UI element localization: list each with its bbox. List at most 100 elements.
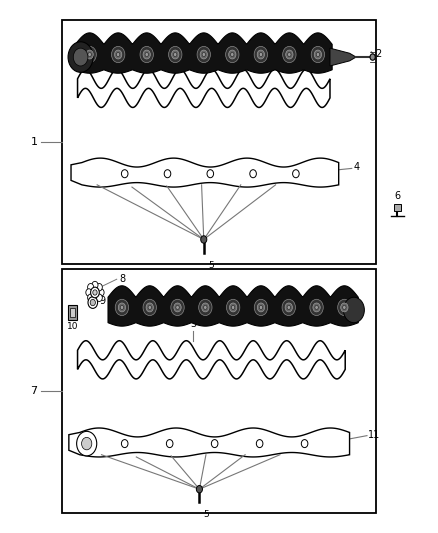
Circle shape bbox=[257, 50, 265, 59]
Text: 3: 3 bbox=[190, 319, 196, 329]
Polygon shape bbox=[78, 341, 345, 379]
Circle shape bbox=[196, 486, 202, 493]
Circle shape bbox=[311, 46, 325, 63]
Text: 11: 11 bbox=[368, 430, 381, 440]
Circle shape bbox=[81, 438, 92, 450]
Circle shape bbox=[370, 54, 375, 60]
Circle shape bbox=[88, 284, 94, 291]
Bar bbox=[393, 204, 401, 212]
Circle shape bbox=[231, 305, 235, 310]
Circle shape bbox=[121, 169, 128, 177]
Circle shape bbox=[90, 300, 95, 306]
Circle shape bbox=[338, 300, 351, 316]
Polygon shape bbox=[78, 69, 330, 108]
Circle shape bbox=[114, 50, 122, 59]
Circle shape bbox=[120, 305, 124, 310]
Circle shape bbox=[96, 294, 102, 302]
Circle shape bbox=[143, 50, 150, 59]
Circle shape bbox=[315, 305, 318, 310]
Polygon shape bbox=[108, 286, 358, 326]
Circle shape bbox=[146, 303, 153, 312]
Circle shape bbox=[92, 281, 98, 289]
Circle shape bbox=[343, 297, 364, 322]
Circle shape bbox=[231, 52, 234, 56]
Text: 5: 5 bbox=[204, 511, 209, 519]
Circle shape bbox=[148, 305, 152, 310]
Circle shape bbox=[118, 303, 126, 312]
Text: 6: 6 bbox=[394, 191, 400, 201]
Circle shape bbox=[254, 300, 268, 316]
Circle shape bbox=[77, 431, 97, 456]
Circle shape bbox=[93, 290, 97, 295]
Circle shape bbox=[200, 50, 208, 59]
Polygon shape bbox=[71, 158, 339, 187]
Circle shape bbox=[172, 50, 179, 59]
Circle shape bbox=[199, 300, 212, 316]
Circle shape bbox=[259, 305, 263, 310]
Circle shape bbox=[250, 169, 256, 177]
Text: 9: 9 bbox=[100, 296, 106, 306]
Circle shape bbox=[88, 297, 98, 309]
Circle shape bbox=[202, 52, 205, 56]
Circle shape bbox=[174, 303, 181, 312]
Text: 1: 1 bbox=[31, 137, 38, 147]
Circle shape bbox=[259, 52, 262, 56]
Circle shape bbox=[68, 42, 93, 72]
Circle shape bbox=[286, 50, 293, 59]
Circle shape bbox=[341, 303, 348, 312]
Circle shape bbox=[92, 296, 98, 304]
Circle shape bbox=[197, 46, 210, 63]
Circle shape bbox=[204, 305, 207, 310]
Circle shape bbox=[176, 305, 179, 310]
Circle shape bbox=[164, 169, 171, 177]
Text: 5: 5 bbox=[208, 261, 214, 270]
Circle shape bbox=[343, 305, 346, 310]
Circle shape bbox=[201, 236, 207, 243]
Bar bbox=[70, 309, 75, 317]
Circle shape bbox=[96, 284, 102, 291]
Circle shape bbox=[86, 289, 92, 296]
Circle shape bbox=[288, 52, 291, 56]
Circle shape bbox=[314, 50, 321, 59]
Bar bbox=[62, 269, 376, 513]
Bar bbox=[68, 305, 77, 319]
Circle shape bbox=[230, 303, 237, 312]
Circle shape bbox=[285, 303, 293, 312]
Circle shape bbox=[313, 303, 320, 312]
Circle shape bbox=[283, 46, 296, 63]
Circle shape bbox=[121, 440, 128, 448]
Circle shape bbox=[301, 440, 308, 448]
Circle shape bbox=[91, 287, 99, 298]
Polygon shape bbox=[75, 33, 332, 73]
Text: 3: 3 bbox=[173, 48, 179, 58]
Text: 10: 10 bbox=[67, 322, 78, 331]
Circle shape bbox=[287, 305, 290, 310]
Circle shape bbox=[173, 52, 177, 56]
Circle shape bbox=[115, 300, 129, 316]
Circle shape bbox=[226, 46, 239, 63]
Circle shape bbox=[98, 289, 104, 296]
Text: 4: 4 bbox=[354, 163, 360, 172]
Circle shape bbox=[143, 300, 156, 316]
Text: 2: 2 bbox=[376, 50, 382, 59]
Circle shape bbox=[201, 303, 209, 312]
Circle shape bbox=[316, 52, 320, 56]
Circle shape bbox=[145, 52, 148, 56]
Circle shape bbox=[169, 46, 182, 63]
Circle shape bbox=[207, 169, 214, 177]
Circle shape bbox=[83, 46, 96, 63]
Circle shape bbox=[254, 46, 268, 63]
Circle shape bbox=[256, 440, 263, 448]
Circle shape bbox=[310, 300, 323, 316]
Circle shape bbox=[117, 52, 120, 56]
Circle shape bbox=[293, 169, 299, 177]
Circle shape bbox=[73, 48, 88, 66]
Circle shape bbox=[88, 52, 91, 56]
Circle shape bbox=[171, 300, 184, 316]
Circle shape bbox=[88, 294, 94, 302]
Circle shape bbox=[212, 440, 218, 448]
Circle shape bbox=[226, 300, 240, 316]
Text: 7: 7 bbox=[31, 386, 38, 396]
Circle shape bbox=[166, 440, 173, 448]
Bar bbox=[62, 20, 376, 264]
